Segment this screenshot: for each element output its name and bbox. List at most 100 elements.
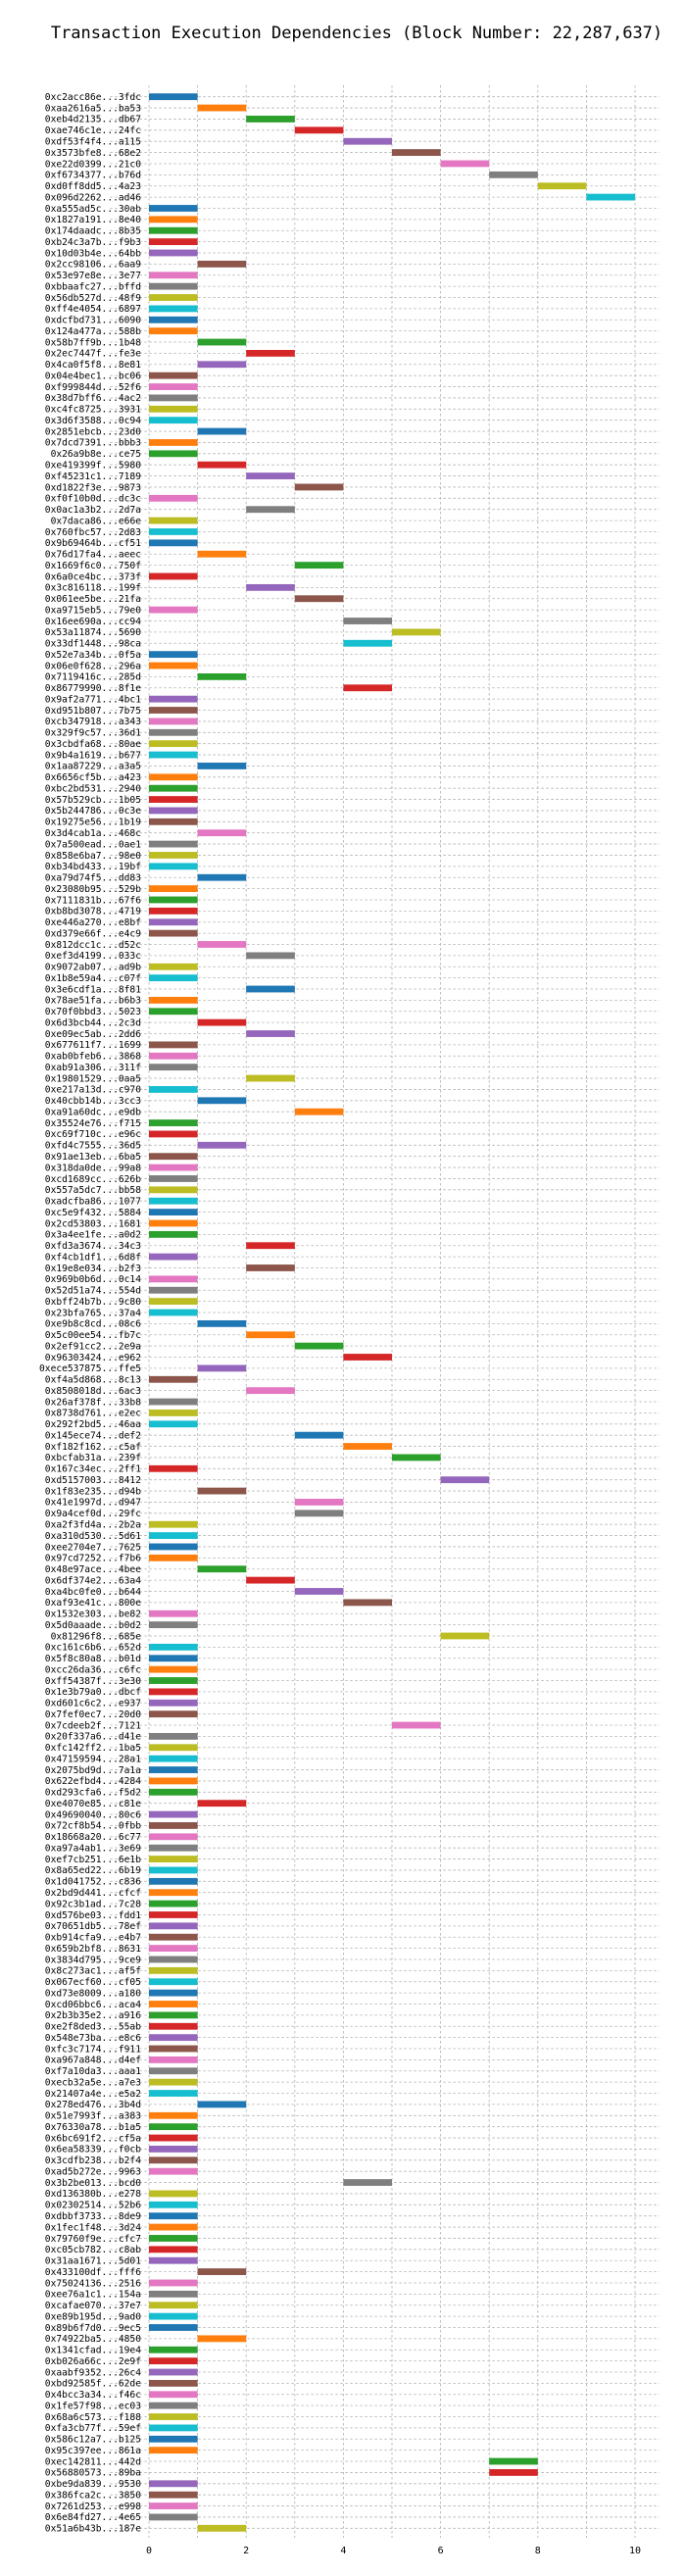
transaction-label: 0x1827a191...8e40 <box>45 215 141 225</box>
transaction-label: 0xf4a5d868...8c13 <box>45 1375 141 1386</box>
transaction-label: 0xa4bc0fe0...b644 <box>45 1587 141 1598</box>
transaction-bar <box>197 2335 247 2343</box>
transaction-label: 0x1b8e59a4...c07f <box>45 973 141 984</box>
transaction-bar <box>149 1677 198 1684</box>
transaction-bar <box>246 349 295 357</box>
transaction-bar <box>294 1108 344 1115</box>
transaction-label: 0xa79d74f5...dd83 <box>45 873 141 884</box>
transaction-bar <box>149 2201 198 2208</box>
transaction-label: 0xf4cb1df1...6d8f <box>45 1252 141 1263</box>
transaction-label: 0x7261d253...e998 <box>45 2502 141 2512</box>
transaction-bar <box>149 2090 198 2097</box>
transaction-label: 0x969b0b6d...0c14 <box>45 1274 141 1285</box>
transaction-label: 0x3c816118...199f <box>45 583 141 594</box>
transaction-bar <box>149 1889 198 1897</box>
transaction-bar <box>149 918 198 926</box>
transaction-label: 0xdf53f4f4...a115 <box>45 137 141 148</box>
transaction-label: 0x72cf8b54...0fbb <box>45 1821 141 1832</box>
transaction-bar <box>149 2502 198 2509</box>
transaction-label: 0x68a6c573...f188 <box>45 2412 141 2423</box>
transaction-label: 0xf6734377...b76d <box>45 171 141 181</box>
transaction-label: 0x1d041752...c836 <box>45 1877 141 1888</box>
transaction-label: 0x92c3b1ad...7c28 <box>45 1899 141 1909</box>
transaction-bar <box>197 1097 247 1105</box>
transaction-label: 0xc69f710c...e96c <box>45 1129 141 1140</box>
transaction-label: 0x5b244786...0c3e <box>45 806 141 817</box>
transaction-label: 0xa967a848...d4ef <box>45 2056 141 2066</box>
transaction-label: 0xe9b8c8cd...08c6 <box>45 1319 141 1330</box>
transaction-label: 0x1f83e235...d94b <box>45 1486 141 1497</box>
transaction-bar <box>246 1264 295 1271</box>
transaction-bar <box>149 1064 198 1071</box>
transaction-label: 0x9b4a1619...b677 <box>45 750 141 761</box>
transaction-label: 0xc4fc8725...3931 <box>45 405 141 416</box>
transaction-bar <box>149 1655 198 1662</box>
transaction-bar <box>149 1610 198 1617</box>
transaction-label: 0xbc2bd531...2940 <box>45 783 141 794</box>
transaction-label: 0x06e0f628...296a <box>45 661 141 671</box>
transaction-label: 0x278ed476...3b4d <box>45 2100 141 2110</box>
transaction-label: 0x81296f8...685e <box>51 1631 142 1642</box>
transaction-label: 0xf45231c1...7189 <box>45 471 141 482</box>
transaction-label: 0x40cbb14b...3cc3 <box>45 1096 141 1107</box>
transaction-label: 0x3834d795...9ce9 <box>45 1955 141 1965</box>
transaction-label: 0xee2704e7...7625 <box>45 1542 141 1553</box>
transaction-bar <box>149 539 198 547</box>
transaction-bar <box>149 1532 198 1539</box>
transaction-label: 0x57b529cb...1b05 <box>45 795 141 806</box>
transaction-label: 0xecb32a5e...a7e3 <box>45 2077 141 2088</box>
transaction-bar <box>149 2256 198 2264</box>
transaction-bar <box>197 2524 247 2532</box>
transaction-label: 0x3a4ee1fe...a0d2 <box>45 1230 141 1241</box>
transaction-label: 0xaa2616a5...ba53 <box>45 103 141 114</box>
transaction-label: 0x6e84fd27...4e65 <box>45 2512 141 2523</box>
transaction-bar <box>149 2223 198 2231</box>
transaction-label: 0x23080b95...529b <box>45 884 141 895</box>
transaction-bar <box>149 1933 198 1941</box>
transaction-bar <box>149 2045 198 2053</box>
transaction-label: 0x52d51a74...554d <box>45 1286 141 1297</box>
transaction-label: 0x760fbc57...2d83 <box>45 527 141 538</box>
transaction-bar <box>149 417 198 424</box>
transaction-bar <box>294 1499 344 1506</box>
transaction-label: 0x9b69464b...cf51 <box>45 538 141 549</box>
transaction-bar <box>149 1420 198 1428</box>
transaction-bar <box>149 773 198 781</box>
transaction-label: 0xcd1689cc...626b <box>45 1174 141 1185</box>
transaction-bar <box>246 1242 295 1250</box>
transaction-label: 0xd0ff8dd5...4a23 <box>45 181 141 192</box>
transaction-label: 0x6a0ce4bc...373f <box>45 571 141 582</box>
transaction-bar <box>149 2379 198 2387</box>
transaction-label: 0x52e7a34b...0f5a <box>45 650 141 661</box>
transaction-bar <box>246 952 295 960</box>
transaction-bar <box>197 873 247 881</box>
transaction-label: 0x75024136...2516 <box>45 2278 141 2289</box>
transaction-label: 0x557a5dc7...bb58 <box>45 1185 141 1196</box>
transaction-bar <box>149 1554 198 1561</box>
transaction-label: 0xbcfab31a...239f <box>45 1453 141 1463</box>
transaction-label: 0x677611f7...1699 <box>45 1040 141 1051</box>
transaction-bar <box>149 1298 198 1306</box>
transaction-bar <box>246 116 295 123</box>
transaction-label: 0x318da0de...99a8 <box>45 1163 141 1173</box>
transaction-label: 0xa555ad5c...30ab <box>45 204 141 215</box>
transaction-label: 0xab0bfeb6...3868 <box>45 1052 141 1063</box>
transaction-label: 0x16ee690a...cc94 <box>45 617 141 627</box>
transaction-bar <box>149 1688 198 1696</box>
transaction-bar <box>149 963 198 970</box>
transaction-label: 0x21407a4e...e5a2 <box>45 2089 141 2100</box>
transaction-bar <box>343 1443 392 1450</box>
transaction-bar <box>149 2391 198 2399</box>
transaction-label: 0x10d03b4e...64bb <box>45 248 141 259</box>
transaction-label: 0x1532e303...be82 <box>45 1610 141 1620</box>
transaction-bar <box>149 2167 198 2175</box>
x-tick-label: 10 <box>629 2546 641 2556</box>
transaction-bar <box>149 272 198 279</box>
transaction-label: 0x86779990...8f1e <box>45 683 141 694</box>
transaction-bar <box>197 461 247 469</box>
transaction-label: 0x8a65ed22...6b19 <box>45 1865 141 1876</box>
transaction-bar <box>149 1209 198 1216</box>
transaction-label: 0xe446a270...e8bf <box>45 917 141 928</box>
transaction-bar <box>149 807 198 815</box>
transaction-label: 0x386fca2c...3850 <box>45 2490 141 2501</box>
